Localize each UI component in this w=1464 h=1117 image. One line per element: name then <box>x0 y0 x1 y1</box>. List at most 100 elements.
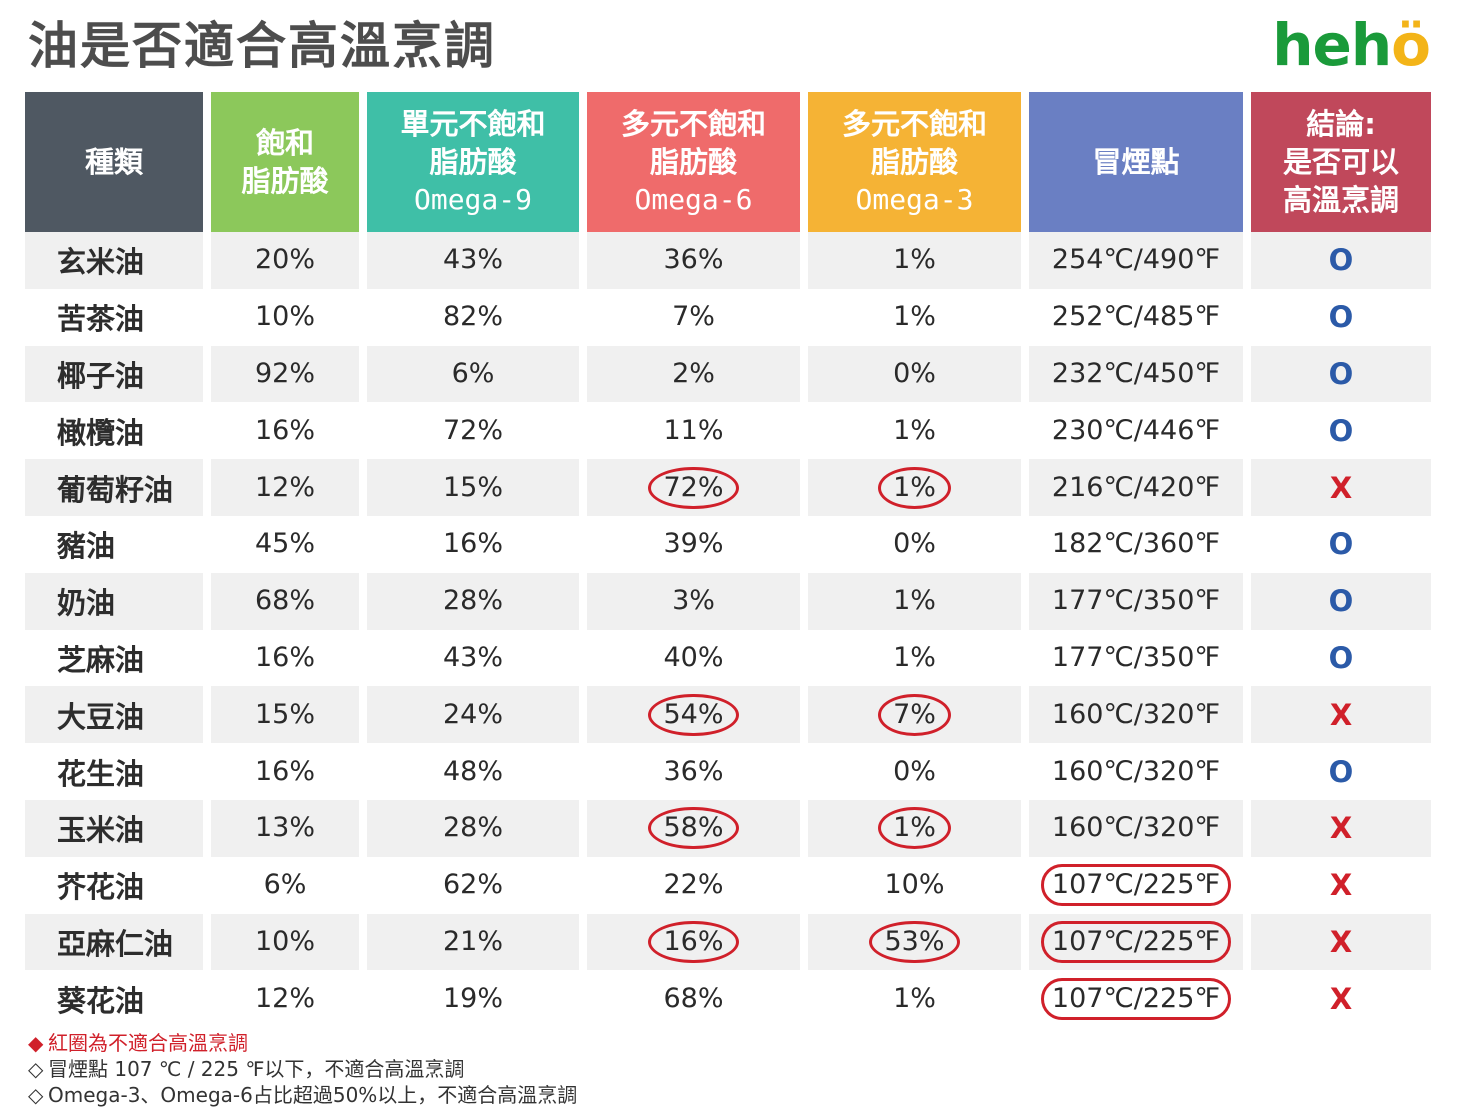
smoke-point-value-cell: 230℃/446℉ <box>1029 402 1243 460</box>
omega9-value-cell: 28% <box>367 799 579 857</box>
omega9-value: 15% <box>442 471 503 503</box>
smoke-point-value-cell: 107℃/225℉ <box>1029 913 1243 971</box>
conclusion-mark-cell: O <box>1251 572 1431 630</box>
oil-name-cell: 豬油 <box>25 515 203 573</box>
omega6-value-cell: 39% <box>587 515 800 573</box>
note-item: ◆ 紅圈為不適合高溫烹調 <box>28 1030 577 1056</box>
table-row: 奶油 68% 28% 3% 1% 177℃/350℉ O <box>25 572 1431 630</box>
omega6-value-cell: 22% <box>587 856 800 914</box>
omega9-value-cell: 43% <box>367 232 579 289</box>
saturated-value: 10% <box>254 925 315 957</box>
omega9-value: 72% <box>442 414 503 446</box>
oil-name-cell: 芥花油 <box>25 856 203 914</box>
omega9-value: 24% <box>442 698 503 730</box>
omega6-value: 39% <box>663 528 724 560</box>
conclusion-mark: X <box>1329 924 1353 959</box>
smoke-point-value-cell: 216℃/420℉ <box>1029 459 1243 516</box>
smoke-point-value-cell: 177℃/350℉ <box>1029 629 1243 687</box>
omega9-value: 19% <box>442 982 503 1014</box>
omega6-value-cell: 40% <box>587 629 800 687</box>
omega3-value-circled: 7% <box>878 693 951 736</box>
saturated-value: 68% <box>254 585 315 617</box>
omega3-value-cell: 0% <box>808 345 1021 403</box>
omega6-value-cell: 3% <box>587 572 800 630</box>
saturated-value-cell: 10% <box>211 288 359 346</box>
omega9-value: 28% <box>442 812 503 844</box>
smoke-point-value: 160℃/320℉ <box>1051 812 1221 844</box>
table-row: 葡萄籽油 12% 15% 72% 1% 216℃/420℉ X <box>25 459 1431 516</box>
omega6-value: 11% <box>663 414 724 446</box>
omega9-value-cell: 21% <box>367 913 579 971</box>
omega9-value: 43% <box>442 641 503 673</box>
header-mono-line1: 單元不飽和 <box>400 107 546 141</box>
oil-name: 奶油 <box>57 586 116 621</box>
omega9-value: 6% <box>451 357 495 389</box>
logo-text: heh <box>1272 11 1392 79</box>
oil-name: 亞麻仁油 <box>57 926 174 961</box>
omega6-value: 2% <box>672 357 715 389</box>
omega3-value-cell: 7% <box>808 686 1021 744</box>
oil-name-cell: 橄欖油 <box>25 402 203 460</box>
oil-name-cell: 芝麻油 <box>25 629 203 687</box>
header-mono-line3: Omega-9 <box>413 183 532 216</box>
logo-accent: ö <box>1391 11 1431 79</box>
omega9-value-cell: 48% <box>367 743 579 800</box>
table-row: 橄欖油 16% 72% 11% 1% 230℃/446℉ O <box>25 402 1431 460</box>
oil-name-cell: 大豆油 <box>25 686 203 744</box>
saturated-value: 16% <box>254 414 315 446</box>
oil-name: 花生油 <box>57 756 145 791</box>
conclusion-mark: O <box>1328 356 1354 391</box>
saturated-value: 16% <box>254 641 315 673</box>
table-row: 花生油 16% 48% 36% 0% 160℃/320℉ O <box>25 743 1431 800</box>
conclusion-mark: O <box>1328 754 1354 789</box>
note-bullet: ◇ <box>28 1057 44 1081</box>
omega6-value-cell: 7% <box>587 288 800 346</box>
note-text: Omega-3、Omega-6占比超過50%以上，不適合高溫烹調 <box>48 1083 578 1107</box>
smoke-point-value: 232℃/450℉ <box>1051 357 1221 389</box>
oil-name: 玉米油 <box>57 813 145 848</box>
conclusion-mark-cell: X <box>1251 856 1431 914</box>
omega9-value-cell: 82% <box>367 288 579 346</box>
conclusion-mark: O <box>1328 527 1354 562</box>
heho-logo: hehö <box>1272 11 1431 79</box>
smoke-point-value: 230℃/446℉ <box>1051 414 1221 446</box>
saturated-value: 13% <box>254 812 315 844</box>
saturated-value: 12% <box>254 471 315 503</box>
saturated-value: 16% <box>254 755 315 787</box>
conclusion-mark-cell: O <box>1251 402 1431 460</box>
saturated-value-cell: 16% <box>211 629 359 687</box>
saturated-value-cell: 45% <box>211 515 359 573</box>
omega3-value-cell: 1% <box>808 459 1021 516</box>
omega9-value-cell: 16% <box>367 515 579 573</box>
smoke-point-value: 182℃/360℉ <box>1051 528 1221 560</box>
conclusion-mark: O <box>1328 413 1354 448</box>
header-omega9: 單元不飽和 脂肪酸 Omega-9 <box>367 92 579 232</box>
omega3-value-cell: 1% <box>808 572 1021 630</box>
table-row: 葵花油 12% 19% 68% 1% 107℃/225℉ X <box>25 970 1431 1028</box>
oil-name-cell: 苦茶油 <box>25 288 203 346</box>
conclusion-mark: O <box>1328 243 1354 278</box>
header-poly6-line3: Omega-6 <box>634 183 753 216</box>
omega3-value-circled: 1% <box>878 807 951 850</box>
header-poly6-line2: 脂肪酸 <box>649 145 737 179</box>
omega6-value-circled: 72% <box>648 466 739 509</box>
table-row: 椰子油 92% 6% 2% 0% 232℃/450℉ O <box>25 345 1431 403</box>
conclusion-mark-cell: O <box>1251 345 1431 403</box>
oil-name: 葡萄籽油 <box>57 472 174 507</box>
omega6-value: 68% <box>663 982 724 1014</box>
omega6-value-cell: 2% <box>587 345 800 403</box>
saturated-value-cell: 15% <box>211 686 359 744</box>
header-poly6-line1: 多元不飽和 <box>620 107 766 141</box>
note-item: ◇ Omega-3、Omega-6占比超過50%以上，不適合高溫烹調 <box>28 1082 577 1108</box>
omega3-value-cell: 1% <box>808 970 1021 1028</box>
saturated-value-cell: 16% <box>211 402 359 460</box>
conclusion-mark-cell: X <box>1251 799 1431 857</box>
conclusion-mark: X <box>1329 697 1353 732</box>
table-body: 玄米油 20% 43% 36% 1% 254℃/490℉ O 苦茶油 10% 82% 7% 1% 252… <box>25 232 1431 1028</box>
conclusion-mark-cell: X <box>1251 459 1431 516</box>
oil-name-cell: 葵花油 <box>25 970 203 1028</box>
saturated-value: 20% <box>254 244 315 276</box>
omega3-value-cell: 1% <box>808 288 1021 346</box>
note-bullet: ◆ <box>28 1031 44 1055</box>
smoke-point-value-cell: 160℃/320℉ <box>1029 743 1243 800</box>
